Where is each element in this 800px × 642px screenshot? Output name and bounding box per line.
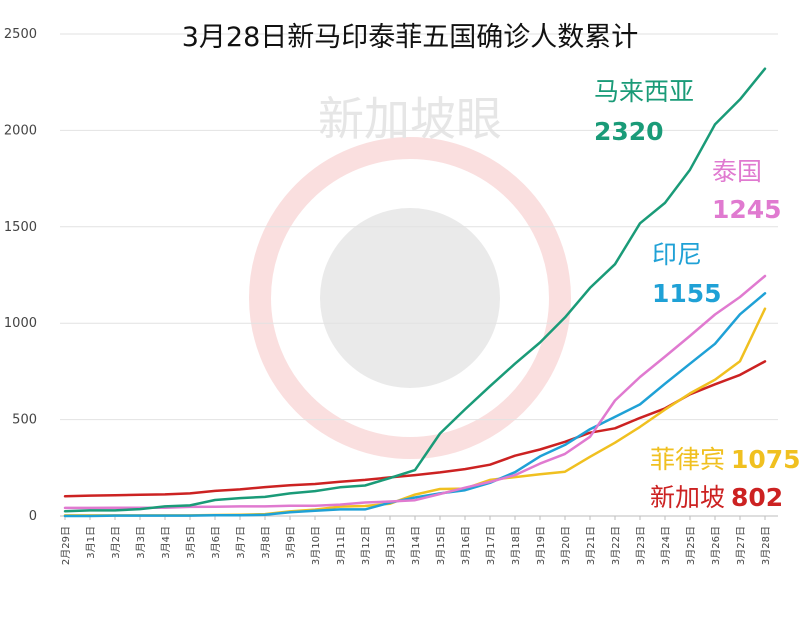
y-tick-label: 2500 <box>4 27 37 42</box>
series-line <box>63 360 767 498</box>
x-tick-label: 3月23日 <box>635 526 647 565</box>
x-tick-label: 3月3日 <box>135 526 147 559</box>
x-tick-label: 3月19日 <box>535 526 547 565</box>
x-tick-label: 3月5日 <box>185 526 197 559</box>
x-tick-label: 3月1日 <box>85 526 97 559</box>
series-name-label: 菲律宾 <box>650 445 725 474</box>
series-value-label: 802 <box>731 483 783 512</box>
x-tick-label: 3月15日 <box>435 526 447 565</box>
x-tick-label: 2月29日 <box>60 526 72 565</box>
x-axis: 2月29日 3月1日 3月2日 3月3日 3月4日 3月5日 3月6日 3月7日 3月8日 3月9… <box>60 516 772 565</box>
watermark-text: 新加坡眼 <box>318 92 502 146</box>
chart-title: 3月28日新马印泰菲五国确诊人数累计 <box>182 22 639 53</box>
y-tick-label: 0 <box>29 509 37 524</box>
x-tick-label: 3月27日 <box>735 526 747 565</box>
x-tick-label: 3月13日 <box>385 526 397 565</box>
x-tick-label: 3月25日 <box>685 526 697 565</box>
x-tick-label: 3月17日 <box>485 526 497 565</box>
series-line <box>63 292 767 518</box>
series-value-label: 1075 <box>731 445 800 474</box>
x-tick-label: 3月16日 <box>460 526 472 565</box>
x-tick-label: 3月28日 <box>760 526 772 565</box>
x-tick-label: 3月12日 <box>360 526 372 565</box>
x-tick-label: 3月14日 <box>410 526 422 565</box>
x-tick-label: 3月11日 <box>335 526 347 565</box>
series-value-label: 1155 <box>652 279 722 308</box>
y-tick-label: 2000 <box>4 123 37 138</box>
series-name-label: 新加坡 <box>650 483 725 512</box>
watermark-disc <box>320 208 500 388</box>
y-tick-label: 1500 <box>4 220 37 235</box>
x-tick-label: 3月20日 <box>560 526 572 565</box>
x-tick-label: 3月10日 <box>310 526 322 565</box>
series-lines <box>63 67 767 518</box>
watermark: 新加坡眼 <box>249 92 571 459</box>
series-value-label: 2320 <box>594 117 664 146</box>
y-tick-label: 1000 <box>4 316 37 331</box>
x-tick-label: 3月4日 <box>160 526 172 559</box>
x-tick-label: 3月21日 <box>585 526 597 565</box>
series-line <box>63 274 767 510</box>
x-tick-label: 3月8日 <box>260 526 272 559</box>
x-tick-label: 3月18日 <box>510 526 522 565</box>
x-tick-label: 3月24日 <box>660 526 672 565</box>
watermark-ring <box>249 137 571 459</box>
series-name-label: 泰国 <box>712 157 762 186</box>
x-tick-label: 3月22日 <box>610 526 622 565</box>
series-value-label: 1245 <box>712 195 782 224</box>
y-tick-label: 500 <box>12 413 37 428</box>
series-name-label: 印尼 <box>652 240 702 269</box>
x-tick-label: 3月2日 <box>110 526 122 559</box>
x-tick-label: 3月9日 <box>285 526 297 559</box>
series-name-label: 马来西亚 <box>594 77 694 106</box>
series-line <box>63 67 767 513</box>
x-tick-label: 3月6日 <box>210 526 222 559</box>
x-tick-label: 3月26日 <box>710 526 722 565</box>
x-tick-label: 3月7日 <box>235 526 247 559</box>
